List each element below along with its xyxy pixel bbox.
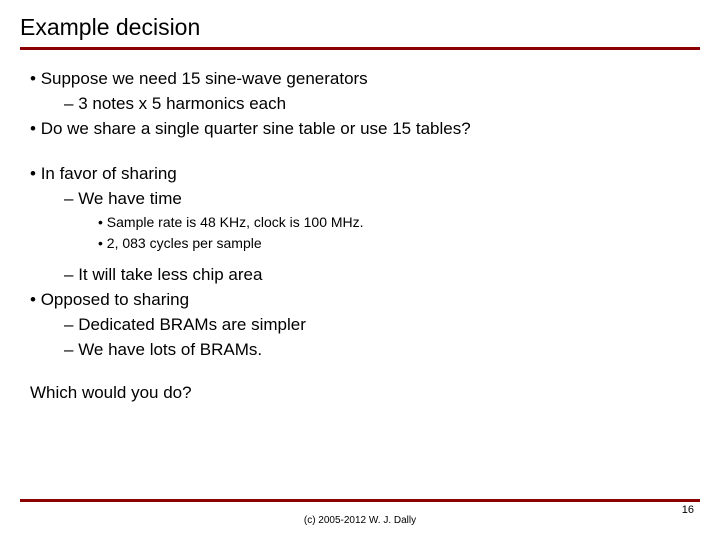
bullet-item: Opposed to sharing bbox=[30, 289, 700, 312]
footer-rule bbox=[20, 499, 700, 502]
bullet-item: Suppose we need 15 sine-wave generators bbox=[30, 68, 700, 91]
bullet-item: In favor of sharing bbox=[30, 163, 700, 186]
bullet-item: Do we share a single quarter sine table … bbox=[30, 118, 700, 141]
page-number: 16 bbox=[682, 504, 694, 516]
bullet-item: We have lots of BRAMs. bbox=[30, 339, 700, 362]
bullet-item: It will take less chip area bbox=[30, 264, 700, 287]
bullet-item: Dedicated BRAMs are simpler bbox=[30, 314, 700, 337]
bullet-item: 2, 083 cycles per sample bbox=[30, 234, 700, 254]
bullet-item: 3 notes x 5 harmonics each bbox=[30, 93, 700, 116]
bullet-item: Sample rate is 48 KHz, clock is 100 MHz. bbox=[30, 213, 700, 233]
title-rule bbox=[20, 47, 700, 50]
slide-content: Suppose we need 15 sine-wave generators … bbox=[20, 68, 700, 405]
footer-copyright: (c) 2005-2012 W. J. Dally bbox=[0, 515, 720, 526]
closing-question: Which would you do? bbox=[30, 382, 700, 405]
slide-title: Example decision bbox=[20, 14, 700, 47]
bullet-item: We have time bbox=[30, 188, 700, 211]
